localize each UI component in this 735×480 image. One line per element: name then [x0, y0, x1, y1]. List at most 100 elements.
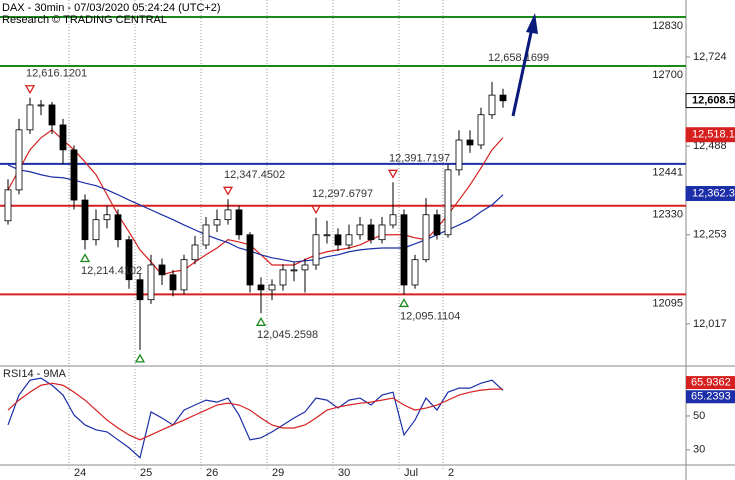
- candle-body: [400, 214, 408, 286]
- x-tick-label: 25: [140, 467, 152, 479]
- x-tick-label: 26: [206, 467, 218, 479]
- pivot-label: 12,297.6797: [312, 188, 373, 200]
- pivot-label: 12,045.2598: [257, 329, 318, 341]
- moving-average: [7, 164, 504, 263]
- candle-body: [488, 94, 496, 116]
- indicator-line: [7, 382, 503, 441]
- x-tick-label: 2: [448, 467, 454, 479]
- pivot-label: 12,658.1699: [488, 52, 549, 64]
- pivot-marker: [310, 205, 322, 215]
- x-tick-label: 29: [272, 467, 284, 479]
- candle-body: [312, 234, 320, 266]
- candle-body: [180, 259, 188, 291]
- candle-body: [213, 219, 221, 226]
- candle-body: [444, 169, 452, 236]
- level-label: 12441: [652, 167, 683, 179]
- indicator-tag-label: 65.2393: [691, 391, 731, 403]
- candle-body: [323, 234, 331, 237]
- y-tick-label: 50: [693, 410, 705, 422]
- level-label: 12830: [652, 20, 683, 32]
- y-tick-label: 12,017: [693, 318, 727, 330]
- x-tick-label: 24: [74, 467, 86, 479]
- pivot-label: 12,214.4102: [81, 265, 142, 277]
- forecast-arrowhead: [526, 13, 538, 34]
- price-tag: [685, 93, 735, 109]
- candle-body: [279, 269, 287, 286]
- candle-body: [158, 264, 166, 276]
- y-tick-label: 12,253: [693, 229, 727, 241]
- candle-body: [224, 209, 232, 221]
- candle-body: [422, 214, 430, 261]
- candle-body: [136, 279, 144, 301]
- candle-body: [455, 139, 463, 171]
- candle-body: [114, 214, 122, 241]
- pivot-label: 12,616.1201: [26, 68, 87, 80]
- candle-body: [37, 104, 45, 107]
- candle-body: [268, 284, 276, 291]
- candle-body: [257, 284, 265, 291]
- candle-body: [81, 199, 89, 241]
- forecast-arrow: [511, 27, 534, 117]
- candle-body: [103, 214, 111, 221]
- y-tick-label: 12,488: [693, 140, 727, 152]
- candle-body: [125, 239, 133, 281]
- candle-body: [334, 234, 342, 246]
- candle-body: [235, 209, 243, 236]
- indicator-tag-label: 65.9362: [691, 376, 731, 388]
- pivot-marker: [387, 169, 399, 179]
- pivot-label: 12,095.1104: [400, 310, 460, 322]
- pivot-label: 12,347.4502: [224, 169, 285, 181]
- pivot-marker: [255, 316, 267, 326]
- pivot-label: 12,391.7197: [389, 152, 450, 164]
- price-tag-label: 12,518.1: [692, 129, 735, 141]
- candle-body: [191, 244, 199, 261]
- level-label: 12095: [652, 297, 683, 309]
- pivot-marker: [134, 353, 146, 363]
- candle-body: [477, 114, 485, 146]
- level-label: 12700: [652, 69, 683, 81]
- candle-body: [389, 214, 397, 226]
- candle-body: [26, 104, 34, 131]
- price-tag: [685, 186, 735, 202]
- x-tick-label: 30: [338, 467, 350, 479]
- chart-title: DAX - 30min - 07/03/2020 05:24:24 (UTC+2…: [2, 2, 221, 14]
- candle-body: [202, 224, 210, 246]
- price-tag-label: 12,608.5: [692, 94, 735, 106]
- pivot-marker: [24, 85, 36, 95]
- moving-average: [7, 129, 504, 276]
- indicator-title: RSI14 - 9MA: [3, 368, 67, 380]
- candle-body: [147, 264, 155, 301]
- candle-body: [499, 94, 507, 102]
- candle-body: [246, 234, 254, 286]
- candle-body: [70, 149, 78, 201]
- price-tag-label: 12,362.3: [692, 187, 735, 199]
- pivot-marker: [79, 253, 91, 263]
- candle-body: [59, 124, 67, 151]
- level-label: 12330: [652, 209, 683, 221]
- candle-body: [48, 104, 56, 126]
- x-tick-label: Jul: [404, 467, 418, 479]
- pivot-marker: [222, 186, 234, 196]
- candle-body: [378, 224, 386, 241]
- indicator-tag: [686, 390, 735, 404]
- price-tag: [685, 127, 735, 143]
- candle-body: [356, 224, 364, 236]
- candle-body: [433, 214, 441, 236]
- candle-body: [290, 269, 298, 272]
- candle-body: [15, 129, 23, 191]
- candle-body: [92, 219, 100, 241]
- candle-body: [466, 139, 474, 146]
- candle-body: [4, 189, 12, 222]
- indicator-tag: [686, 376, 735, 390]
- candle-body: [345, 234, 353, 246]
- candle-body: [169, 274, 177, 291]
- candle-body: [411, 259, 419, 286]
- y-tick-label: 30: [693, 444, 705, 456]
- y-tick-label: 12,724: [693, 51, 727, 63]
- candle-body: [301, 264, 309, 271]
- chart-subtitle: Research © TRADING CENTRAL: [2, 14, 167, 26]
- candle-body: [367, 224, 375, 241]
